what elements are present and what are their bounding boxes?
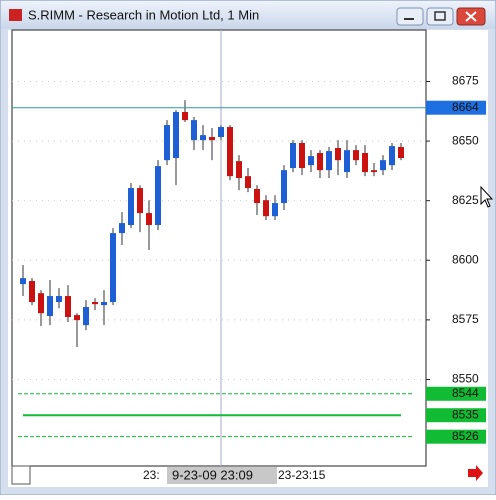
candle-body <box>38 293 44 314</box>
candle-body <box>245 176 251 189</box>
x-axis-label: 23: <box>143 468 160 482</box>
app-icon <box>9 9 22 21</box>
candle-body <box>317 153 323 171</box>
candle-body <box>146 213 152 225</box>
candle-body <box>200 135 206 141</box>
candle-body <box>164 125 170 161</box>
y-tick-label: 8675 <box>452 74 479 88</box>
candle-body <box>371 170 377 173</box>
candle-body <box>29 281 35 302</box>
candle-body <box>182 112 188 121</box>
candle-body <box>47 296 53 317</box>
level-label: 8526 <box>452 429 479 443</box>
cursor-time-box <box>167 467 277 484</box>
level-label: 8544 <box>452 386 479 400</box>
y-tick-label: 8600 <box>452 252 479 266</box>
candle-body <box>398 147 404 159</box>
candle-body <box>137 188 143 214</box>
level-label: 8535 <box>452 407 479 421</box>
y-tick-label: 8625 <box>452 193 479 207</box>
x-axis-label: 23-23:15 <box>278 468 326 482</box>
candle-body <box>173 112 179 159</box>
candle-body <box>218 127 224 138</box>
candle-body <box>65 296 71 318</box>
y-tick-label: 8550 <box>452 372 479 386</box>
minimize-icon <box>404 18 414 20</box>
candle-body <box>353 150 359 161</box>
cursor-price-box <box>426 100 486 115</box>
scroll-arrow[interactable] <box>468 465 483 481</box>
close-icon <box>465 11 477 22</box>
candle-body <box>326 151 332 171</box>
candle-body <box>308 156 314 166</box>
candle-body <box>281 170 287 204</box>
maximize-button[interactable] <box>426 7 454 26</box>
level-box <box>426 429 486 444</box>
candle-body <box>290 142 296 169</box>
candle-body <box>272 203 278 217</box>
maximize-icon <box>434 11 446 21</box>
window-buttons[interactable] <box>396 7 486 26</box>
candle-body <box>92 301 98 305</box>
candle-body <box>335 147 341 161</box>
window-title: S.RIMM - Research in Motion Ltd, 1 Min <box>28 7 259 22</box>
candle-body <box>119 223 125 234</box>
plot-area <box>11 29 427 467</box>
candle-body <box>389 146 395 166</box>
candle-body <box>380 160 386 171</box>
candle-body <box>209 137 215 141</box>
mouse-cursor <box>480 185 494 208</box>
candle-body <box>362 153 368 173</box>
candle-body <box>299 142 305 169</box>
level-box <box>426 408 486 423</box>
candle-body <box>155 166 161 225</box>
cursor-time-label: 9-23-09 23:09 <box>172 467 253 482</box>
candle-body <box>110 233 116 302</box>
candle-body <box>254 189 260 204</box>
candle-body <box>227 127 233 177</box>
minimize-button[interactable] <box>396 7 424 26</box>
level-box <box>426 386 486 401</box>
candle-body <box>128 188 134 225</box>
candle-body <box>74 315 80 321</box>
candle-body <box>191 120 197 141</box>
y-tick-label: 8650 <box>452 133 479 147</box>
candle-body <box>20 278 26 285</box>
scroll-box[interactable] <box>11 465 31 485</box>
cursor-price-label: 8664 <box>452 100 479 114</box>
candle-body <box>83 306 89 326</box>
candle-body <box>56 296 62 302</box>
y-tick-label: 8575 <box>452 312 479 326</box>
candle-body <box>263 200 269 217</box>
candle-body <box>101 301 107 306</box>
candle-body <box>344 150 350 173</box>
candle-body <box>236 161 242 179</box>
